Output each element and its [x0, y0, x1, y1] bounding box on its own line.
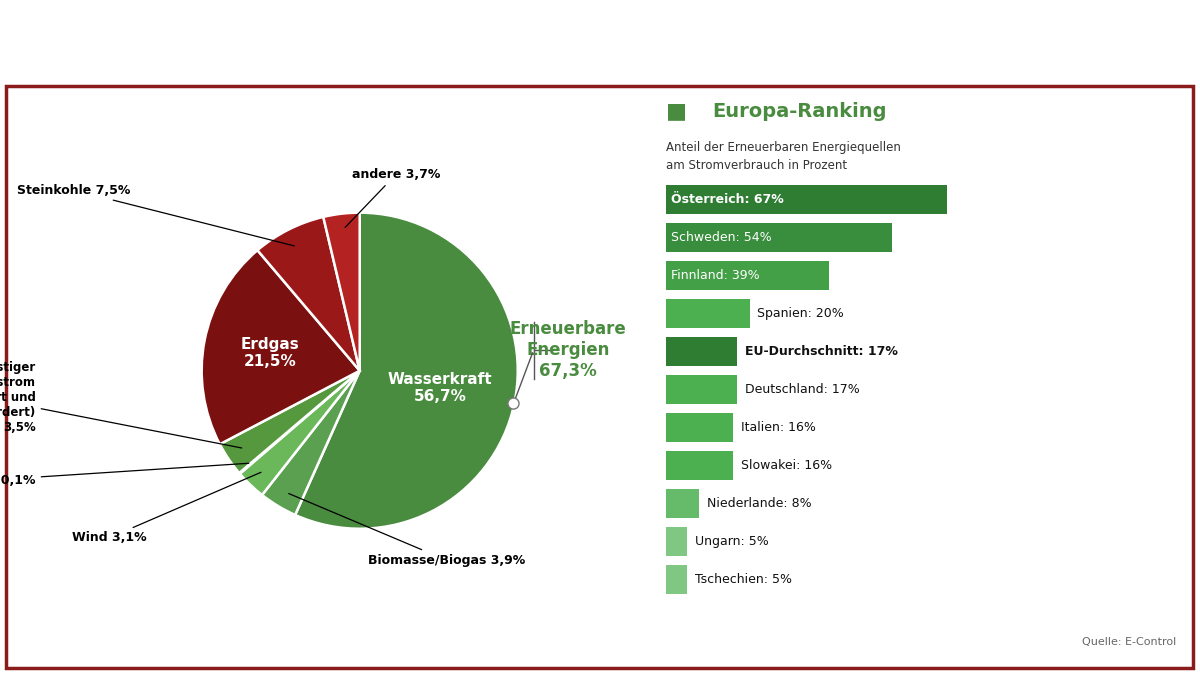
Text: Tschechien: 5%: Tschechien: 5%: [695, 574, 792, 586]
Text: Spanien: 20%: Spanien: 20%: [757, 307, 844, 320]
Text: sonstiger
Ökostrom
(gefördert und
nicht gefördert)
3,5%: sonstiger Ökostrom (gefördert und nicht …: [0, 361, 241, 448]
Wedge shape: [202, 250, 360, 444]
Text: Österreich: 67%: Österreich: 67%: [671, 193, 784, 206]
Wedge shape: [240, 371, 360, 495]
Text: Steinkohle 7,5%: Steinkohle 7,5%: [17, 184, 294, 246]
Text: Wasserkraft
56,7%: Wasserkraft 56,7%: [388, 371, 492, 404]
Bar: [666, 337, 737, 366]
Text: Erdgas
21,5%: Erdgas 21,5%: [240, 337, 299, 369]
Bar: [666, 375, 737, 404]
Text: Europa-Ranking: Europa-Ranking: [712, 102, 887, 121]
Wedge shape: [262, 371, 360, 515]
Text: Biomasse/Biogas 3,9%: Biomasse/Biogas 3,9%: [289, 493, 524, 567]
Wedge shape: [258, 217, 360, 371]
Text: Erneuerbare Energien in Österreich: Erneuerbare Energien in Österreich: [18, 20, 796, 65]
Text: Italien: 16%: Italien: 16%: [740, 421, 816, 434]
Bar: [666, 565, 686, 594]
Wedge shape: [323, 213, 360, 371]
Text: andere 3,7%: andere 3,7%: [346, 168, 440, 227]
Circle shape: [508, 398, 520, 409]
Bar: [666, 489, 700, 518]
Text: Slowakei: 16%: Slowakei: 16%: [740, 459, 832, 472]
Bar: [666, 413, 733, 442]
Text: Schweden: 54%: Schweden: 54%: [671, 231, 772, 244]
Wedge shape: [239, 371, 360, 474]
Text: Finnland: 39%: Finnland: 39%: [671, 269, 760, 282]
Bar: [666, 452, 733, 481]
Text: ■: ■: [666, 102, 688, 121]
Text: Erneuerbare
Energien
67,3%: Erneuerbare Energien 67,3%: [510, 320, 626, 380]
Bar: [666, 299, 750, 328]
Text: Wind 3,1%: Wind 3,1%: [72, 472, 260, 545]
Bar: [666, 223, 892, 252]
Text: EU-Durchschnitt: 17%: EU-Durchschnitt: 17%: [745, 345, 898, 358]
Wedge shape: [295, 213, 517, 528]
Text: Niederlande: 8%: Niederlande: 8%: [707, 497, 811, 510]
Text: Anteil der Erneuerbaren Energiequellen
am Stromverbrauch in Prozent: Anteil der Erneuerbaren Energiequellen a…: [666, 141, 901, 172]
Text: Deutschland: 17%: Deutschland: 17%: [745, 384, 859, 396]
Text: Fotovoltaik 0,1%: Fotovoltaik 0,1%: [0, 463, 248, 487]
Bar: [666, 527, 686, 557]
Text: Quelle: E-Control: Quelle: E-Control: [1081, 637, 1176, 647]
Bar: [666, 261, 829, 290]
Bar: [666, 185, 947, 214]
Text: Ungarn: 5%: Ungarn: 5%: [695, 535, 768, 549]
Wedge shape: [220, 371, 360, 473]
